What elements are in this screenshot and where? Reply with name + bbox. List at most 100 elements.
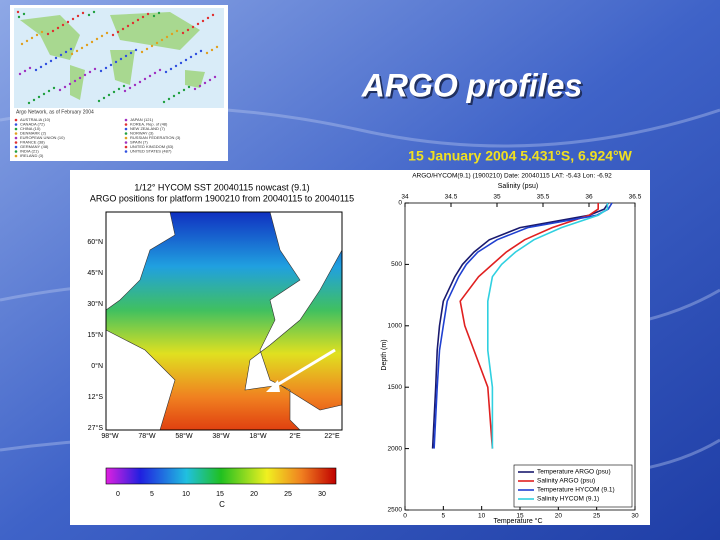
y-tick-label: 2500 <box>388 507 403 514</box>
float-dot <box>25 39 29 43</box>
legend-label: NEW ZEALAND (7) <box>130 126 166 131</box>
float-dot <box>172 94 176 98</box>
sst-title: 1/12° HYCOM SST 20040115 nowcast (9.1) <box>134 182 309 192</box>
float-dot <box>111 33 115 37</box>
x2-tick-label: 35.5 <box>537 194 550 201</box>
inset-caption: Argo Network, as of February 2004 <box>16 109 94 115</box>
legend-swatch <box>14 154 18 158</box>
legend-label: FRANCE (38) <box>20 140 45 145</box>
x-tick-label: 10 <box>478 513 486 520</box>
legend-label: CHINA (10) <box>20 126 41 131</box>
float-dot <box>90 40 94 44</box>
legend-swatch <box>14 118 18 122</box>
legend-label: Temperature ARGO (psu) <box>537 469 611 476</box>
float-dot <box>75 49 79 53</box>
float-dot <box>208 78 212 82</box>
legend-swatch <box>124 118 128 122</box>
legend-label: GERMANY (48) <box>20 144 49 149</box>
float-dot <box>35 33 39 37</box>
float-dot <box>119 57 123 61</box>
y-label: Depth (m) <box>381 339 388 370</box>
float-dot <box>134 48 138 52</box>
legend-label: IRELAND (3) <box>20 153 44 158</box>
lat-label: 0°N <box>91 362 103 370</box>
float-dot <box>131 21 135 25</box>
float-dot <box>129 51 133 55</box>
float-dot <box>16 10 20 14</box>
float-dot <box>37 95 41 99</box>
float-dot <box>133 83 137 87</box>
float-dot <box>52 86 56 90</box>
colorbar-unit: C <box>219 500 225 509</box>
float-dot <box>112 90 116 94</box>
float-dot <box>203 81 207 85</box>
float-dot <box>145 47 149 51</box>
float-dot <box>104 66 108 70</box>
float-dot <box>105 31 109 35</box>
float-dot <box>34 68 38 72</box>
float-dot <box>42 92 46 96</box>
float-dot <box>215 45 219 49</box>
float-dot <box>213 75 217 79</box>
legend-swatch <box>124 132 128 135</box>
title: ARGO profiles <box>361 67 582 103</box>
float-dot <box>66 20 70 24</box>
float-dot <box>128 86 132 90</box>
float-dot <box>189 55 193 59</box>
float-dot <box>199 49 203 53</box>
colorbar-tick: 5 <box>150 491 154 498</box>
float-dot <box>28 66 32 70</box>
lon-label: 98°W <box>101 432 119 440</box>
float-dot <box>165 35 169 39</box>
float-dot <box>59 53 63 57</box>
x-tick-label: 15 <box>516 513 524 520</box>
float-dot <box>88 70 92 74</box>
legend-swatch <box>124 150 128 153</box>
float-dot <box>61 23 65 27</box>
float-dot <box>99 69 103 73</box>
profile-line <box>459 203 599 449</box>
lat-label: 30°N <box>87 300 103 308</box>
legend-label: Salinity ARGO (psu) <box>537 478 595 485</box>
legend-swatch <box>14 123 18 126</box>
x-tick-label: 0 <box>403 513 407 520</box>
float-dot <box>170 32 174 36</box>
float-dot <box>122 84 126 88</box>
y-tick-label: 1500 <box>388 384 403 391</box>
y-tick-label: 0 <box>398 200 402 207</box>
legend-label: UNITED KINGDOM (83) <box>130 144 174 149</box>
legend-label: DENMARK (2) <box>20 131 47 136</box>
float-dot <box>140 50 144 54</box>
legend-label: NORWAY (3) <box>130 131 154 136</box>
legend-label: KOREA, Rep. of (48) <box>130 122 168 127</box>
legend-label: RUSSIAN FEDERATION (3) <box>130 135 181 140</box>
legend-label: Salinity HYCOM (9.1) <box>537 496 599 503</box>
legend-swatch <box>14 136 18 140</box>
float-dot <box>152 14 156 18</box>
float-dot <box>181 31 185 35</box>
float-dot <box>114 60 118 64</box>
float-dot <box>23 69 27 73</box>
float-dot <box>93 67 97 71</box>
float-dot <box>95 37 99 41</box>
float-dot <box>146 12 150 16</box>
colorbar-tick: 20 <box>250 491 258 498</box>
float-dot <box>100 34 104 38</box>
float-dot <box>162 100 166 104</box>
y-tick-label: 2000 <box>388 445 403 452</box>
legend-swatch <box>124 141 128 144</box>
legend-swatch <box>124 145 128 149</box>
colorbar-tick: 10 <box>182 491 190 498</box>
float-dot <box>158 68 162 72</box>
float-dot <box>81 11 85 15</box>
x-tick-label: 25 <box>593 513 601 520</box>
legend-swatch <box>14 132 18 135</box>
legend-label: EUROPEAN UNION (10) <box>20 135 65 140</box>
float-dot <box>76 14 80 18</box>
float-dot <box>20 42 24 46</box>
float-dot <box>138 80 142 84</box>
lat-label: 12°S <box>88 393 104 401</box>
float-dot <box>186 28 190 32</box>
float-dot <box>85 43 89 47</box>
